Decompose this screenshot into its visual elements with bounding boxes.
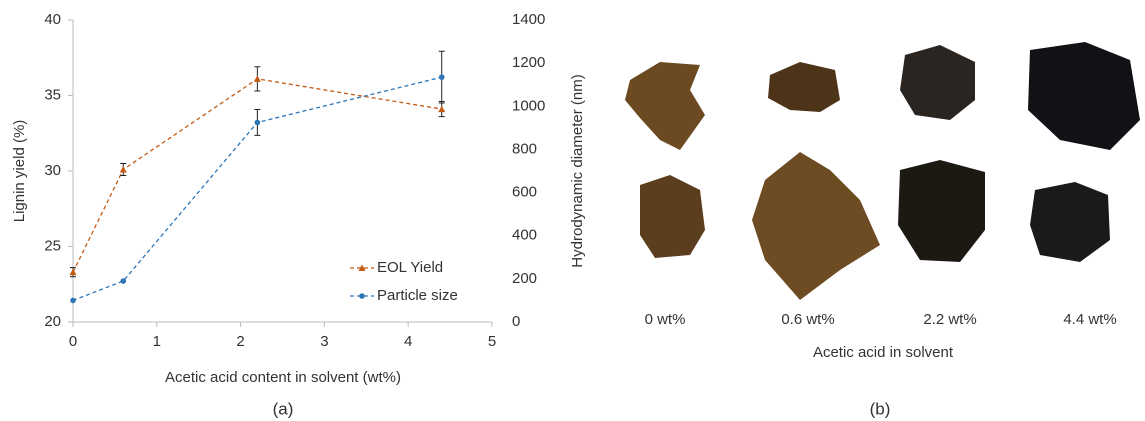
y2-tick-label: 400 bbox=[512, 227, 537, 244]
photo-axis-label: Acetic acid in solvent bbox=[813, 344, 954, 361]
photos bbox=[625, 42, 1140, 300]
data-point bbox=[119, 165, 127, 173]
x-tick-label: 0 bbox=[69, 333, 77, 350]
photo-label: 0 wt% bbox=[645, 311, 686, 328]
x-tick-label: 5 bbox=[488, 333, 496, 350]
legend-marker bbox=[359, 293, 365, 299]
y-tick-label: 35 bbox=[44, 86, 61, 103]
photo-label: 2.2 wt% bbox=[923, 311, 976, 328]
photo-sample bbox=[640, 175, 705, 258]
y-axis-label: Lignin yield (%) bbox=[11, 120, 28, 223]
photo-sample bbox=[1030, 182, 1110, 262]
data-point bbox=[438, 74, 445, 80]
data-point bbox=[70, 297, 76, 304]
panel-label: (a) bbox=[273, 399, 294, 418]
photo-sample bbox=[625, 62, 705, 150]
photo-sample bbox=[752, 152, 880, 300]
x-tick-label: 3 bbox=[320, 333, 328, 350]
y2-tick-label: 1200 bbox=[512, 54, 545, 71]
data-point bbox=[69, 268, 77, 276]
x-tick-label: 2 bbox=[236, 333, 244, 350]
legend-label: Particle size bbox=[377, 287, 458, 304]
legend-marker bbox=[358, 264, 366, 271]
y2-tick-label: 800 bbox=[512, 140, 537, 157]
y-tick-label: 20 bbox=[44, 313, 61, 330]
y2-tick-label: 600 bbox=[512, 184, 537, 201]
photo-label: 4.4 wt% bbox=[1063, 311, 1116, 328]
y2-tick-label: 1000 bbox=[512, 97, 545, 114]
y-tick-label: 30 bbox=[44, 162, 61, 179]
y2-tick-label: 0 bbox=[512, 313, 520, 330]
series-line bbox=[72, 76, 442, 302]
data-point bbox=[120, 278, 127, 284]
y-tick-label: 40 bbox=[44, 11, 61, 28]
series-line bbox=[72, 78, 442, 273]
data-point bbox=[438, 105, 446, 113]
x-axis-label: Acetic acid content in solvent (wt%) bbox=[165, 369, 401, 386]
y-tick-label: 25 bbox=[44, 237, 61, 254]
data-point bbox=[253, 75, 261, 82]
photo-sample bbox=[1028, 42, 1140, 150]
x-tick-label: 4 bbox=[404, 333, 412, 350]
data-point bbox=[254, 119, 261, 126]
legend-label: EOL Yield bbox=[377, 259, 443, 276]
panel-label: (b) bbox=[870, 399, 891, 418]
photo-sample bbox=[900, 45, 975, 120]
photo-label: 0.6 wt% bbox=[781, 311, 834, 328]
y2-tick-label: 200 bbox=[512, 270, 537, 287]
y2-tick-label: 1400 bbox=[512, 11, 545, 28]
x-tick-label: 1 bbox=[153, 333, 161, 350]
photo-sample bbox=[898, 160, 985, 262]
y2-axis-label: Hydrodynamic diameter (nm) bbox=[569, 74, 586, 267]
photo-sample bbox=[768, 62, 840, 112]
